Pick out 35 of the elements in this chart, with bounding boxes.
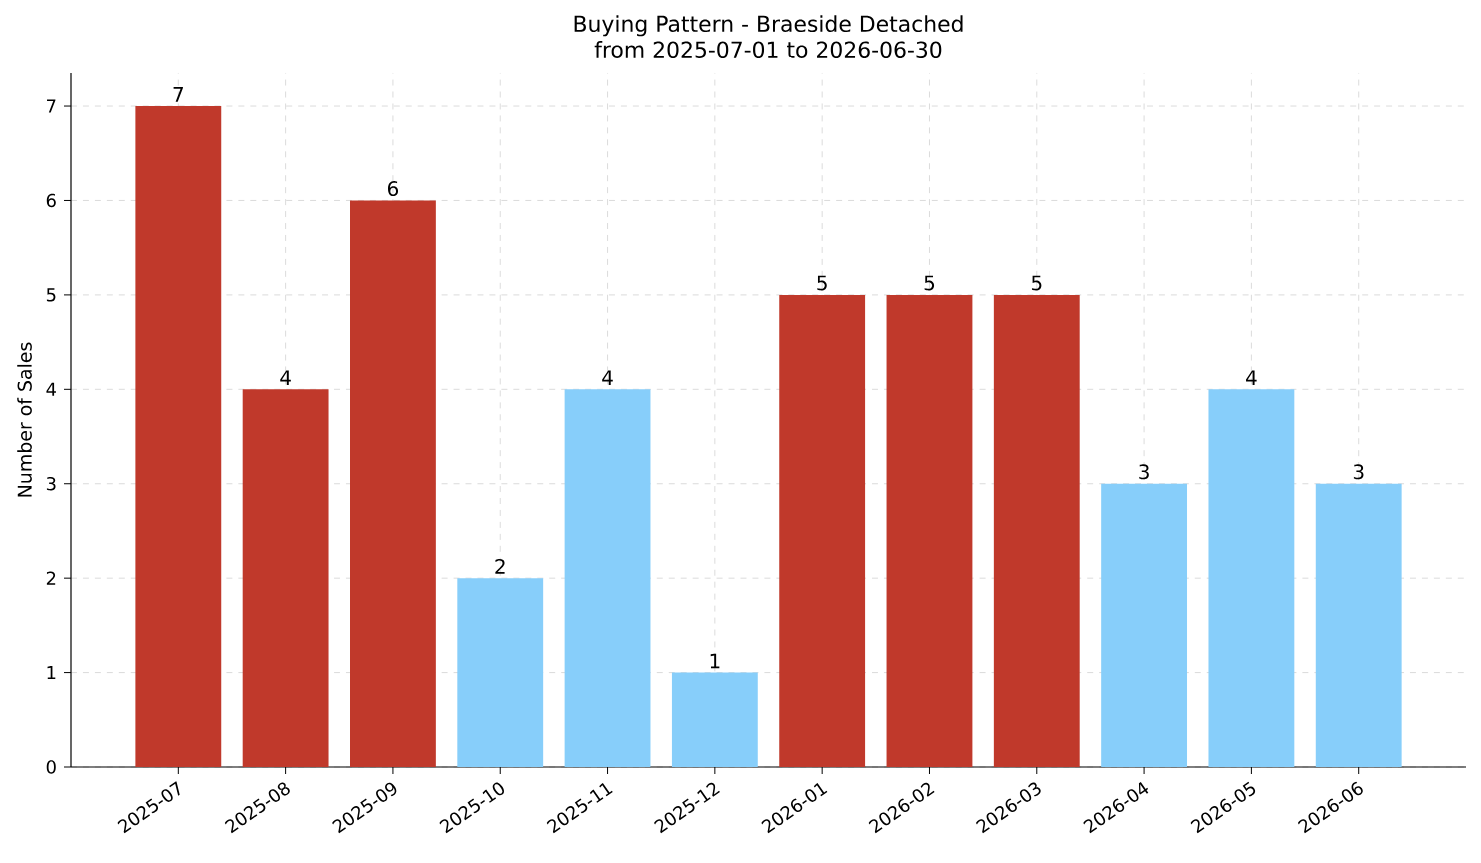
bar [1208,389,1295,767]
y-tick-label: 5 [46,288,56,302]
bar [564,389,651,767]
chart-title: Buying Pattern - Braeside Detached [574,15,963,37]
data-label: 5 [817,275,827,291]
data-label: 4 [602,370,613,385]
data-label: 3 [1353,464,1364,480]
y-tick-label: 3 [46,476,56,491]
bar [671,672,758,767]
y-tick-label: 6 [46,193,56,208]
bar [779,294,866,767]
y-axis-title: Number of Sales [17,342,32,497]
data-label: 5 [924,275,935,291]
data-label: 4 [280,370,291,385]
data-label: 2 [495,558,505,574]
bar [457,578,544,767]
bar [1101,483,1188,767]
y-tick-label: 2 [46,571,56,585]
data-label: 6 [387,180,399,197]
bar [993,294,1080,767]
bar [242,389,329,767]
y-tick-label: 0 [46,760,56,774]
data-label: 3 [1139,464,1149,480]
data-label: 4 [1246,370,1257,385]
data-label: 7 [173,87,183,102]
y-tick-label: 7 [47,99,56,113]
chart-subtitle: from 2025-07-01 to 2026-06-30 [594,41,942,58]
bar [350,200,436,767]
bar [135,106,222,767]
y-tick-label: 4 [46,382,56,396]
y-tick-label: 1 [47,666,56,680]
data-label: 1 [710,653,720,669]
bar [886,294,973,767]
data-label: 5 [1031,275,1042,291]
bar [1315,483,1402,767]
